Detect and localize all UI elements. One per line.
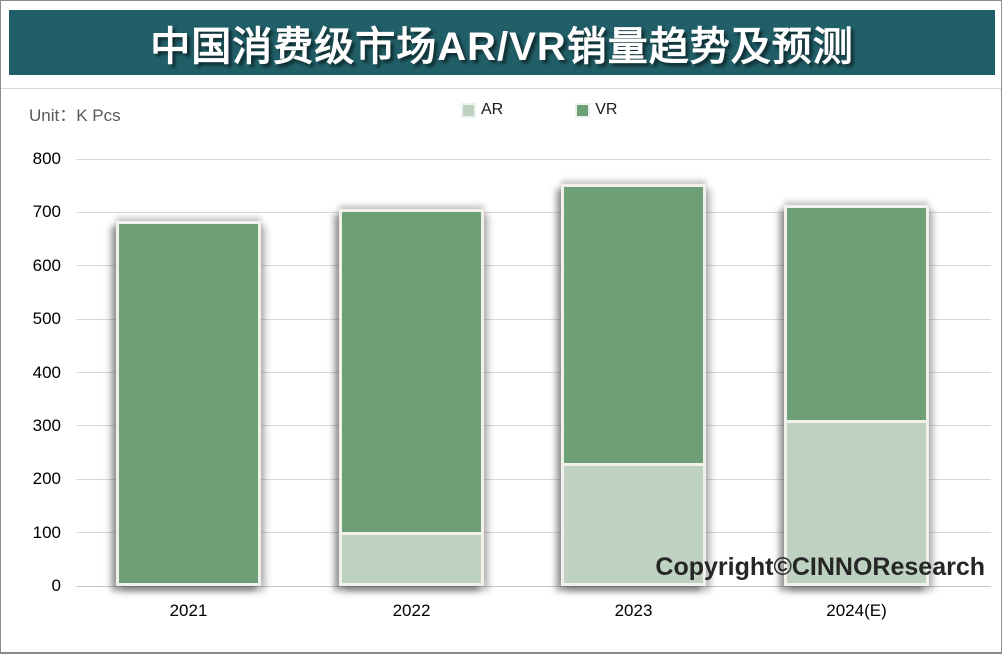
bar-2021 bbox=[116, 221, 261, 586]
y-axis-label-700: 700 bbox=[32, 202, 61, 222]
legend-swatch-ar-icon bbox=[463, 104, 474, 116]
y-axis-label-400: 400 bbox=[32, 362, 61, 382]
legend-label-ar: AR bbox=[481, 101, 504, 118]
chart-legend: AR VR bbox=[463, 101, 617, 119]
bar-2022 bbox=[339, 209, 484, 586]
gridline-400 bbox=[76, 372, 991, 373]
gridline-500 bbox=[76, 318, 991, 320]
gridline-100 bbox=[76, 532, 991, 534]
legend-label-vr: VR bbox=[595, 101, 618, 118]
bar-segment-ar-2024(E) bbox=[787, 420, 926, 583]
bar-2023 bbox=[561, 184, 706, 586]
bar-segment-ar-2022 bbox=[342, 532, 481, 583]
bar-segment-vr-2021 bbox=[119, 224, 258, 583]
y-axis: 0 100 200 300 400 500 600 700 800 bbox=[9, 149, 67, 595]
x-axis-label-2022: 2022 bbox=[392, 601, 431, 620]
copyright-text: Copyright©CINNOResearch bbox=[655, 553, 985, 581]
x-axis-label-2023: 2023 bbox=[614, 601, 653, 620]
gridline-800 bbox=[76, 158, 991, 160]
gridline-700 bbox=[76, 211, 991, 213]
y-axis-label-200: 200 bbox=[32, 469, 61, 489]
gridline-300 bbox=[76, 425, 991, 427]
legend-swatch-vr-icon bbox=[577, 104, 589, 116]
y-axis-label-800: 800 bbox=[32, 149, 61, 168]
x-axis-label-2021: 2021 bbox=[169, 601, 208, 620]
gridline-0 bbox=[76, 585, 991, 587]
bar-segment-vr-2024(E) bbox=[787, 208, 926, 420]
y-axis-label-0: 0 bbox=[51, 576, 61, 595]
title-banner: 中国消费级市场AR/VR销量趋势及预测 bbox=[9, 10, 995, 75]
bar-2024(E) bbox=[784, 205, 929, 586]
bar-segment-vr-2022 bbox=[342, 212, 481, 532]
legend-item-vr: VR bbox=[577, 101, 617, 119]
bar-segment-ar-2023 bbox=[564, 463, 703, 583]
gridline-200 bbox=[76, 478, 991, 480]
gridline-600 bbox=[76, 265, 991, 267]
x-axis: 2021 2022 2023 2024(E) bbox=[76, 601, 991, 627]
y-axis-label-300: 300 bbox=[32, 415, 61, 435]
unit-label: Unit：K Pcs bbox=[29, 106, 121, 125]
page-title: 中国消费级市场AR/VR销量趋势及预测 bbox=[150, 24, 854, 69]
header-separator-line bbox=[1, 88, 1001, 89]
legend-item-ar: AR bbox=[463, 101, 503, 119]
y-axis-label-500: 500 bbox=[32, 309, 61, 329]
plot-area bbox=[76, 158, 991, 587]
y-axis-label-100: 100 bbox=[32, 522, 61, 542]
x-axis-label-2024(E): 2024(E) bbox=[826, 601, 887, 620]
bar-segment-vr-2023 bbox=[564, 187, 703, 463]
y-axis-label-600: 600 bbox=[32, 255, 61, 275]
